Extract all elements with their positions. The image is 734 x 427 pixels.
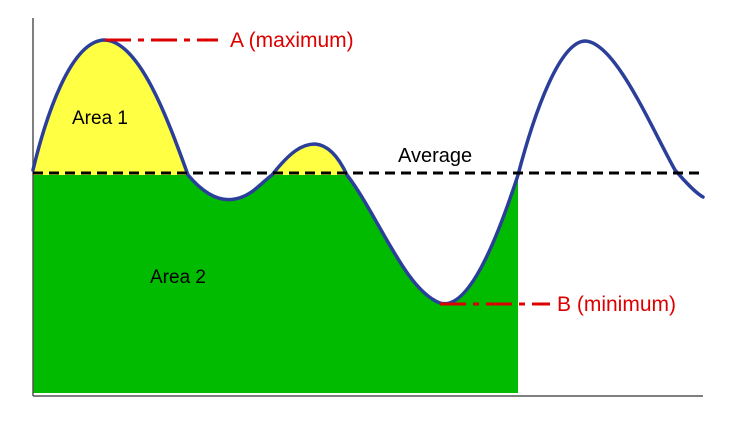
area-1-fill xyxy=(33,40,188,175)
area-2-fill xyxy=(33,175,518,393)
minimum-label: B (minimum) xyxy=(557,293,676,316)
area-2-label: Area 2 xyxy=(150,267,206,288)
wave-curve xyxy=(31,38,705,306)
average-label: Average xyxy=(398,145,472,167)
area-1-label: Area 1 xyxy=(72,108,128,129)
area-1-fill-small xyxy=(272,144,347,175)
maximum-label: A (maximum) xyxy=(230,29,354,52)
